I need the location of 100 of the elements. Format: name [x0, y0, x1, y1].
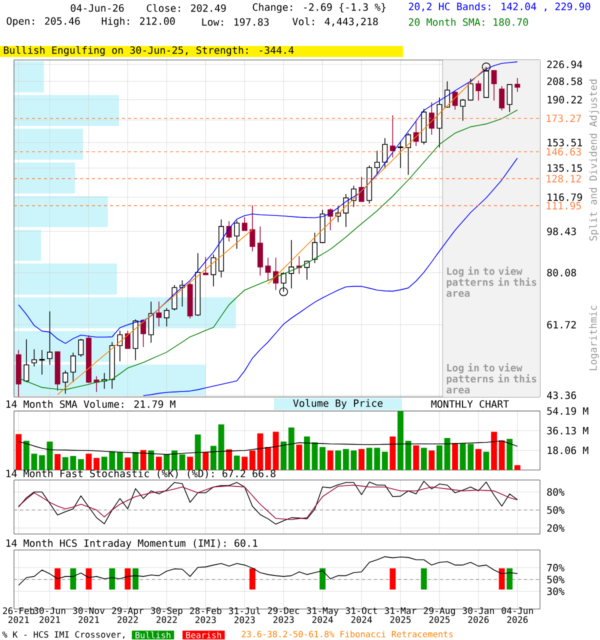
bar	[226, 449, 232, 470]
bar	[280, 442, 287, 470]
bar	[132, 452, 138, 470]
y-tick-label: 208.58	[547, 77, 582, 86]
bar	[94, 458, 100, 470]
candlestick	[374, 150, 380, 174]
bar	[405, 440, 412, 470]
chart-title: 14 Month SMA Volume: 21.79 M	[6, 400, 176, 408]
bar	[320, 447, 326, 470]
bar	[288, 428, 294, 470]
y-tick-label: 43.36	[547, 392, 576, 400]
y-tick-label: 30%	[547, 588, 564, 596]
bar	[491, 432, 497, 470]
text: Bullish	[136, 632, 170, 638]
bar	[335, 450, 342, 470]
bar	[164, 454, 170, 470]
annotation: Log in to view patterns in this area	[446, 363, 536, 394]
candlestick	[172, 284, 178, 311]
text: MONTHLY CHART	[431, 400, 509, 408]
bar	[124, 457, 131, 470]
bar	[14, 196, 108, 228]
x-tick-label: 26-Feb 2021	[3, 607, 34, 624]
candlestick	[499, 86, 505, 111]
y-axis-title: Split and Dividend Adjusted	[589, 80, 599, 241]
candlestick	[148, 301, 154, 344]
candlestick	[39, 350, 45, 375]
bar	[428, 450, 435, 470]
bar	[194, 434, 201, 470]
bar	[390, 436, 396, 470]
candlestick	[70, 352, 76, 383]
x-tick-label: 31-Mar 2025	[384, 607, 416, 624]
x-tick-label: 04-Jun 2026	[502, 607, 533, 624]
bar	[210, 446, 216, 470]
bar	[242, 456, 248, 470]
candlestick	[476, 80, 482, 102]
candlestick	[460, 98, 466, 122]
bar	[156, 456, 162, 470]
candlestick	[468, 78, 474, 102]
candlestick	[124, 330, 130, 349]
bar	[179, 454, 186, 470]
bar	[14, 230, 42, 261]
y-tick-label: 116.79	[548, 193, 582, 202]
x-tick-label: 30-Nov 2021	[73, 607, 105, 624]
x-tick-label: 30-Sep 2022	[151, 607, 182, 624]
bar	[14, 95, 119, 126]
text: Volume By Price	[293, 399, 383, 409]
candlestick	[398, 140, 404, 168]
x-tick-label: 31-Oct 2024	[346, 607, 377, 624]
bar	[475, 448, 482, 470]
bar	[265, 447, 271, 470]
text: Bullish Engulfing on 30-Jun-25, Strength: -344.4	[4, 46, 294, 56]
text: Vol: 4,443,218	[292, 17, 378, 27]
chart-title: 14 Month Fast Stochastic (%K) (%D): 67.2 66.8	[6, 470, 276, 478]
x-tick-label: 29-Apr 2022	[112, 607, 144, 624]
bar	[187, 456, 194, 470]
candlestick	[62, 370, 68, 394]
candlestick	[506, 84, 512, 112]
x-tick-label: 29-Aug 2025	[424, 607, 455, 624]
candlestick	[156, 301, 162, 327]
legend-title: % K - HCS IMI Crossover,	[2, 631, 124, 639]
bar	[483, 452, 490, 470]
bar	[202, 452, 209, 470]
candlestick	[164, 308, 170, 327]
candlestick	[78, 338, 84, 358]
text: 20,2 HC Bands: 142.04 , 229.90	[408, 2, 590, 12]
candlestick	[47, 310, 53, 366]
candlestick	[382, 138, 388, 169]
chart-title: 14 Month HCS Intraday Momentum (IMI): 60.1	[6, 539, 258, 549]
bar	[46, 442, 53, 470]
bar	[296, 444, 302, 470]
candlestick	[265, 257, 271, 282]
bar	[140, 450, 146, 470]
bar	[172, 450, 178, 470]
candlestick	[117, 330, 123, 362]
chart-title: 04-Jun-26	[70, 4, 124, 12]
bar	[14, 162, 76, 194]
candlestick	[436, 97, 442, 148]
y-tick-label: 20%	[547, 524, 564, 532]
text: Close: 202.49	[146, 4, 226, 12]
bar	[327, 450, 334, 470]
candlestick	[210, 254, 216, 287]
ref-line-label: 173.27	[546, 114, 581, 122]
candlestick	[234, 220, 240, 250]
candlestick	[257, 226, 263, 276]
bar	[234, 456, 240, 470]
bar	[116, 452, 123, 470]
bar	[312, 442, 318, 470]
y-tick-label: 80%	[547, 488, 564, 496]
bar	[382, 452, 388, 470]
candlestick	[31, 348, 37, 367]
candlestick	[514, 78, 520, 92]
y-tick-label: 36.13 M	[547, 426, 588, 434]
candlestick	[226, 220, 232, 242]
bar	[218, 424, 224, 470]
text: 20 Month SMA: 180.70	[408, 18, 528, 26]
y-tick-label: 50%	[547, 506, 564, 514]
bar	[444, 438, 450, 470]
x-tick-label: 30-Jan 2026	[462, 607, 494, 624]
bar	[78, 459, 84, 470]
ref-line-label: 146.63	[546, 148, 581, 156]
